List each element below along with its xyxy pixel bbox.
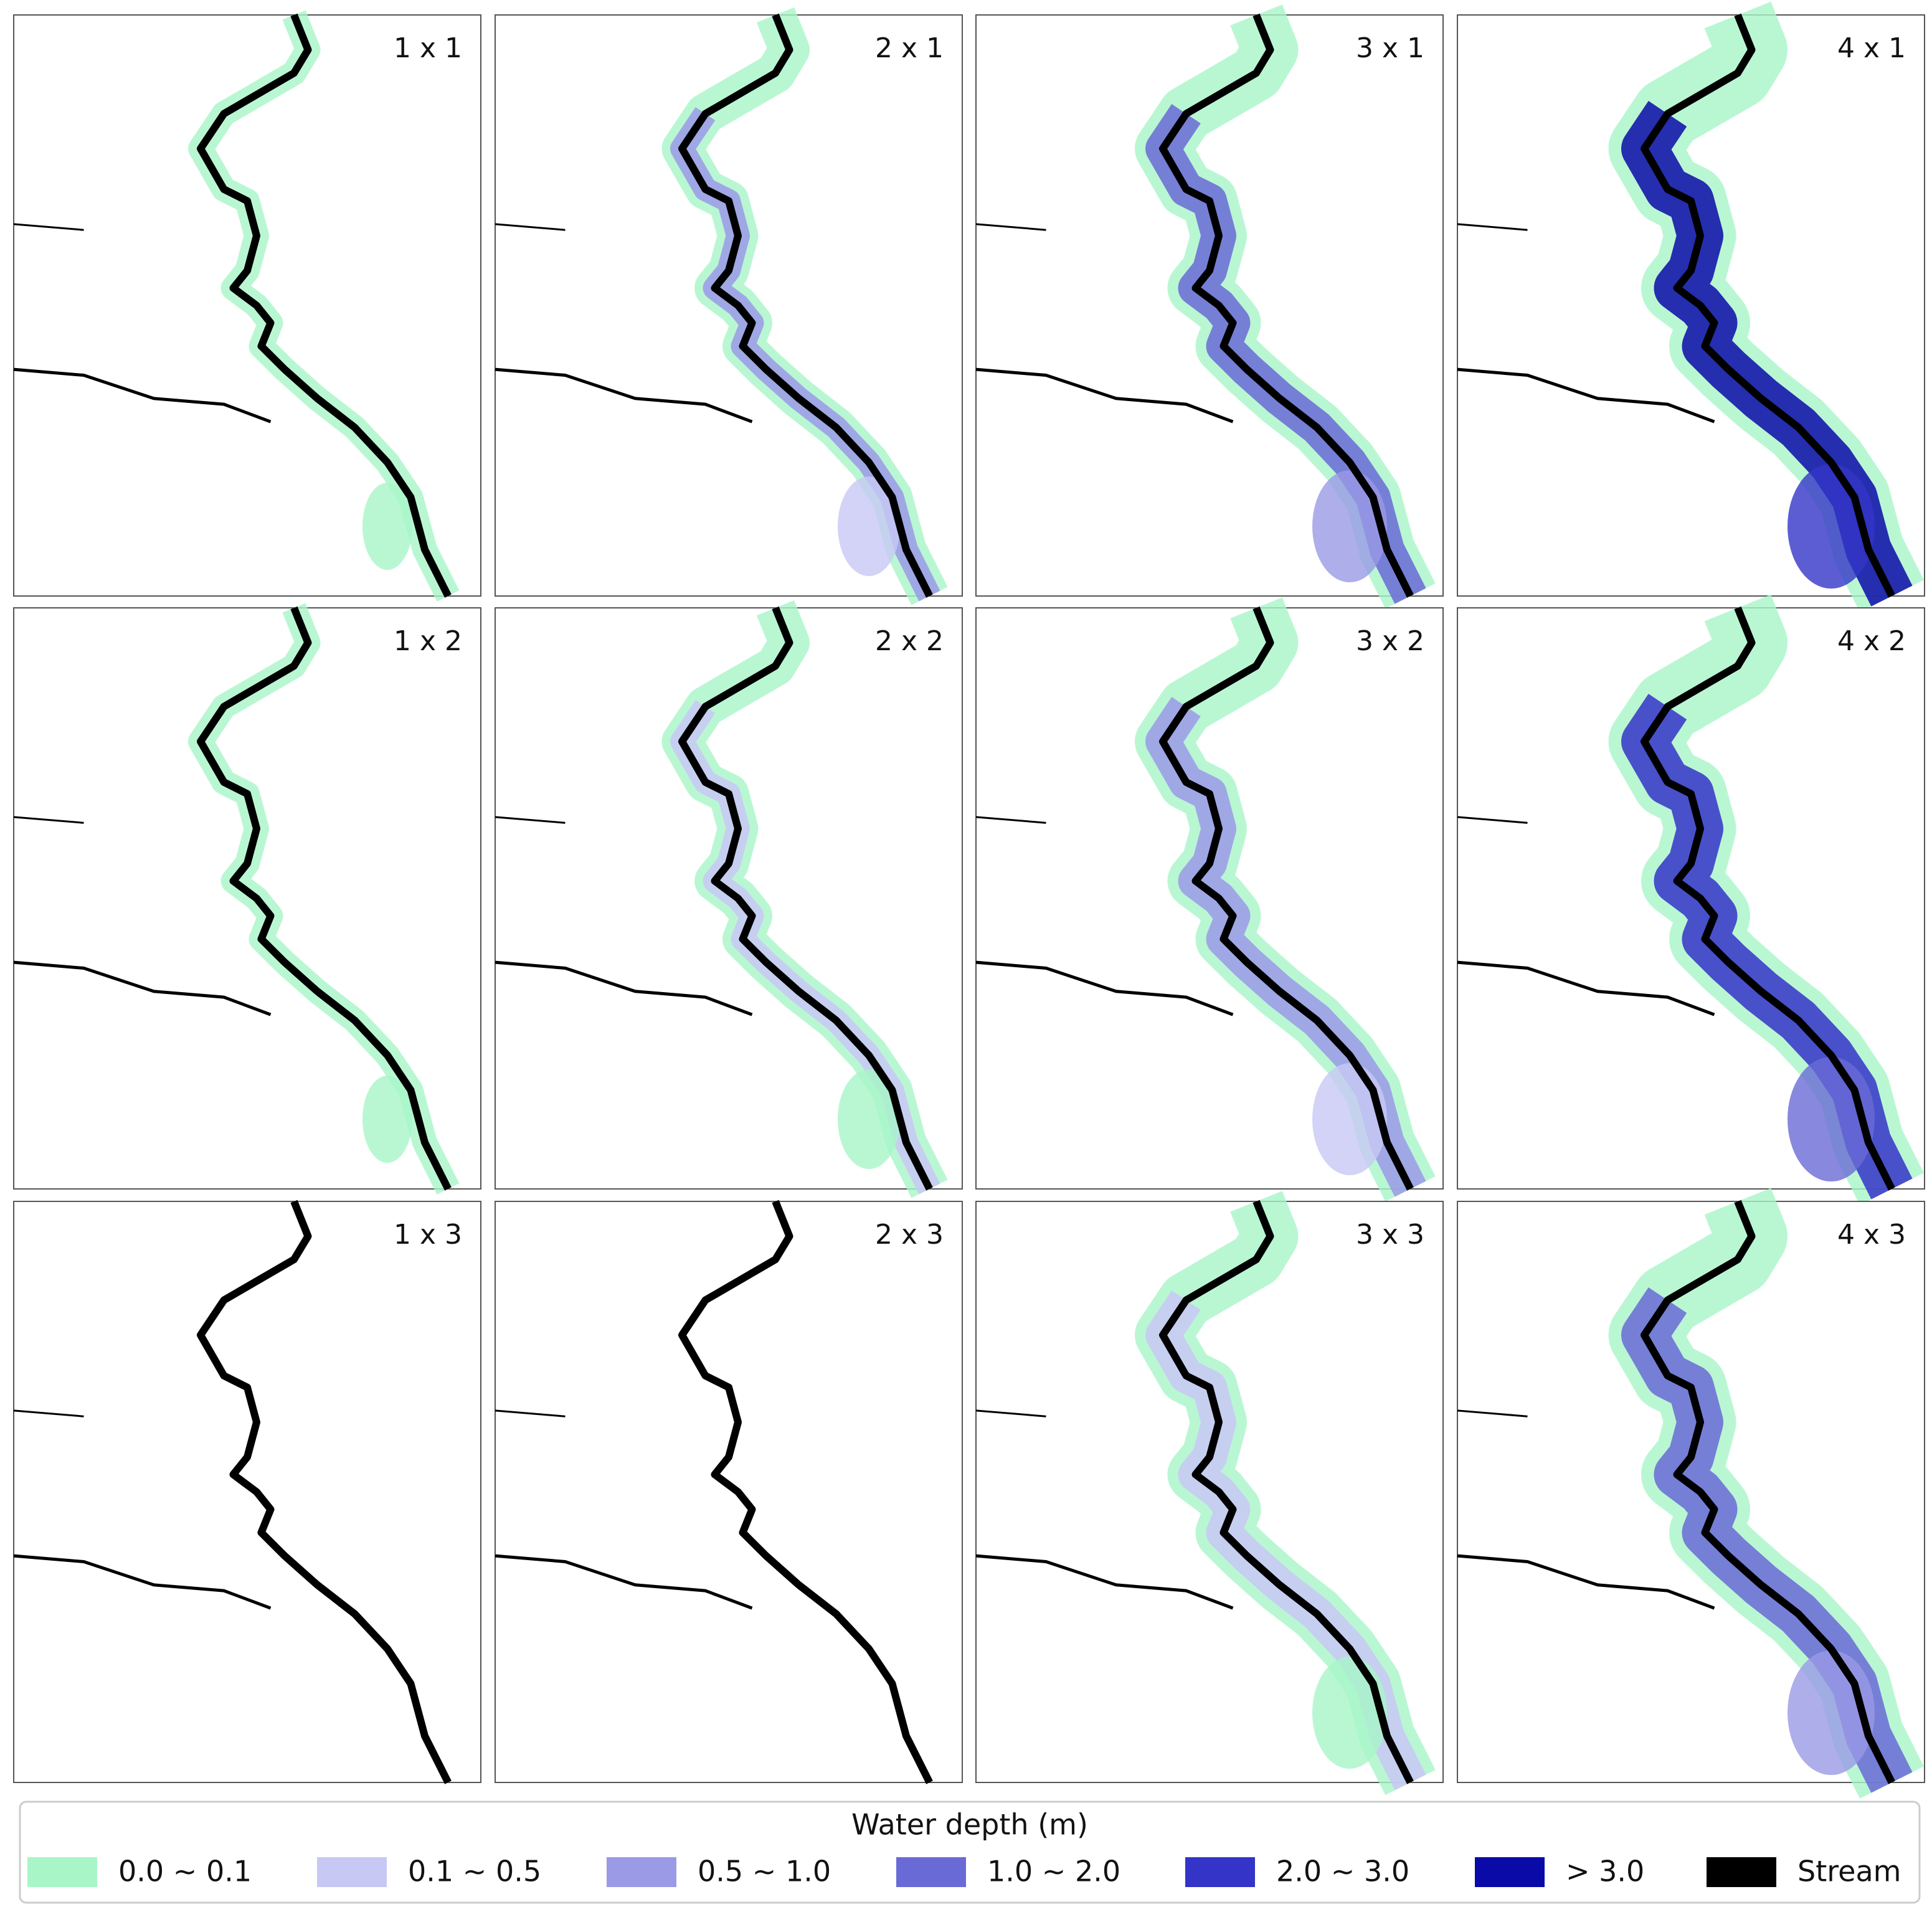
legend-swatch (1185, 1857, 1255, 1887)
flood-area (1312, 1657, 1387, 1769)
stream (495, 367, 753, 424)
panel-frame (13, 1201, 481, 1783)
stream (495, 816, 566, 824)
panel-label: 1 x 1 (394, 32, 462, 64)
panel-label: 2 x 3 (875, 1219, 944, 1251)
legend-swatch (27, 1857, 97, 1887)
stream (1457, 223, 1528, 231)
stream (495, 1554, 753, 1610)
stream (1457, 1554, 1715, 1610)
stream (495, 1409, 566, 1417)
stream (678, 13, 933, 598)
stream (1159, 1200, 1414, 1784)
legend-box (19, 1801, 1921, 1904)
stream (197, 1200, 452, 1784)
flood-area (1312, 1063, 1387, 1176)
map-panel: 1 x 2 (13, 603, 481, 1195)
stream (1159, 13, 1414, 598)
stream (975, 1554, 1234, 1610)
stream (975, 1409, 1046, 1417)
panel-label: 4 x 1 (1837, 32, 1906, 64)
stream (1457, 816, 1528, 824)
stream (678, 606, 933, 1191)
panel-label: 3 x 2 (1356, 625, 1424, 657)
flood-area (362, 1076, 412, 1163)
panel-label: 4 x 3 (1837, 1219, 1906, 1251)
legend-swatch (317, 1857, 387, 1887)
stream (13, 223, 84, 231)
map-panel: 2 x 1 (495, 7, 963, 605)
legend-label: 0.5 ~ 1.0 (698, 1855, 831, 1888)
stream (13, 367, 272, 424)
map-panel: 2 x 3 (495, 1200, 963, 1784)
stream (13, 1409, 84, 1417)
stream (1457, 960, 1715, 1016)
legend-swatch (607, 1857, 676, 1887)
panel-label: 1 x 3 (394, 1219, 462, 1251)
map-panel: 1 x 1 (13, 10, 481, 602)
map-panel: 3 x 2 (975, 597, 1444, 1202)
legend-label: 2.0 ~ 3.0 (1276, 1855, 1409, 1888)
stream (197, 13, 452, 598)
stream (13, 1554, 272, 1610)
legend-label: 1.0 ~ 2.0 (987, 1855, 1120, 1888)
panel-label: 2 x 2 (875, 625, 944, 657)
panel-label: 2 x 1 (875, 32, 944, 64)
stream (1457, 367, 1715, 424)
panel-label: 4 x 2 (1837, 625, 1906, 657)
legend-swatch (1475, 1857, 1545, 1887)
legend-swatch (896, 1857, 966, 1887)
flood-area (362, 483, 412, 570)
legend-title: Water depth (m) (851, 1808, 1088, 1842)
panel-label: 3 x 3 (1356, 1219, 1424, 1251)
stream (975, 960, 1234, 1016)
stream (1159, 606, 1414, 1191)
legend-label: Stream (1797, 1855, 1901, 1888)
stream (495, 960, 753, 1016)
map-panel: 4 x 3 (1457, 1188, 1925, 1799)
panel-frame (495, 1201, 963, 1783)
flood-area (1312, 470, 1387, 583)
flood-area (838, 476, 900, 577)
stream (197, 606, 452, 1191)
stream (1641, 1200, 1895, 1784)
legend-swatch (1707, 1857, 1776, 1887)
stream (1641, 606, 1895, 1191)
legend-label: 0.0 ~ 0.1 (118, 1855, 252, 1888)
stream (975, 223, 1046, 231)
stream (13, 960, 272, 1016)
map-panel: 4 x 2 (1457, 594, 1925, 1205)
flood-area (838, 1069, 900, 1170)
legend-label: 0.1 ~ 0.5 (408, 1855, 541, 1888)
stream (975, 367, 1234, 424)
map-panel: 4 x 1 (1457, 1, 1925, 612)
map-panel: 1 x 3 (13, 1200, 481, 1784)
panel-label: 1 x 2 (394, 625, 462, 657)
stream (1641, 13, 1895, 598)
legend-label: > 3.0 (1566, 1855, 1644, 1888)
stream (13, 816, 84, 824)
map-panel: 3 x 3 (975, 1191, 1444, 1796)
stream (1457, 1409, 1528, 1417)
stream (495, 223, 566, 231)
map-panel: 2 x 2 (495, 600, 963, 1198)
stream (975, 816, 1046, 824)
panel-label: 3 x 1 (1356, 32, 1424, 64)
map-panel: 3 x 1 (975, 4, 1444, 609)
stream (678, 1200, 933, 1784)
